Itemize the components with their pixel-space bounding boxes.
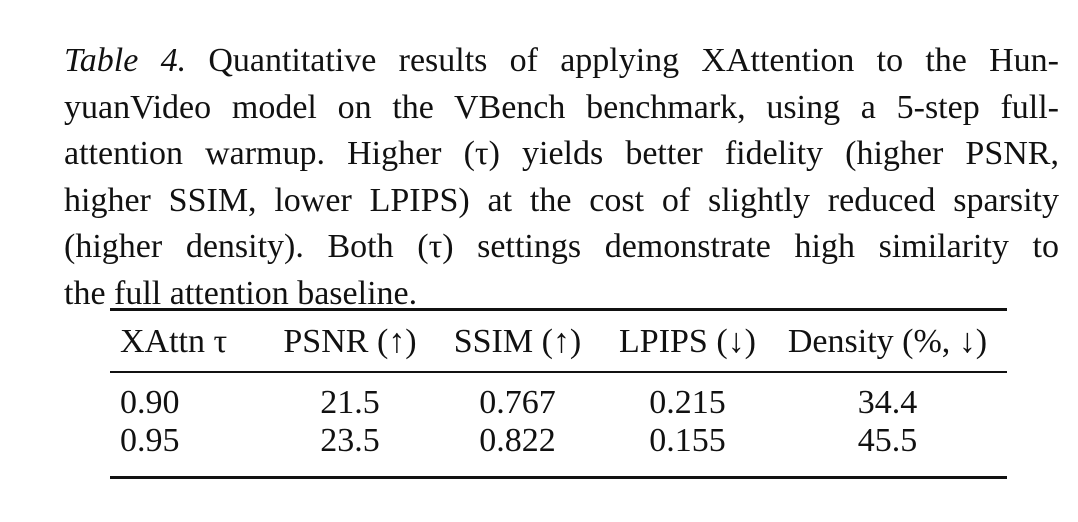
- table-cell: 23.5: [320, 422, 380, 459]
- table-cell: 45.5: [857, 422, 918, 459]
- caption-line-4: higher SSIM, lower LPIPS) at the cost of…: [64, 181, 1059, 219]
- caption-line-2: yuanVideo model on the VBench benchmark,…: [64, 88, 1059, 126]
- table-cell: 0.215: [649, 384, 726, 421]
- caption-line-3: attention warmup. Higher (τ) yields bett…: [64, 135, 1059, 172]
- table-header-rule: [110, 371, 1007, 373]
- table-cell: 0.822: [479, 422, 556, 459]
- caption-line-6: the full attention baseline.: [64, 274, 418, 312]
- header-psnr: PSNR (↑): [283, 323, 417, 360]
- table-cell: 34.4: [857, 384, 918, 421]
- header-ssim: SSIM (↑): [453, 323, 582, 360]
- caption-line-1-text: Quantitative results of applying XAttent…: [186, 42, 1059, 79]
- caption-line-1: Table 4. Quantitative results of applyin…: [64, 38, 1059, 85]
- table-cell: 0.767: [479, 384, 556, 421]
- table-cell: 21.5: [320, 384, 380, 421]
- header-lpips: LPIPS (↓): [619, 323, 756, 360]
- caption-label: Table 4.: [64, 42, 187, 79]
- caption-line-5: (higher density). Both (τ) settings demo…: [64, 228, 1059, 265]
- table-bottom-rule: [110, 476, 1007, 479]
- table-cell: 0.155: [649, 422, 726, 459]
- header-density: Density (%, ↓): [787, 323, 988, 360]
- header-xattn-tau: XAttn τ: [120, 323, 228, 360]
- table-top-rule: [110, 308, 1007, 311]
- table-cell: 0.95: [120, 422, 180, 459]
- table-caption: Table 4. Quantitative results of applyin…: [64, 38, 1059, 317]
- table-cell: 0.90: [120, 384, 180, 421]
